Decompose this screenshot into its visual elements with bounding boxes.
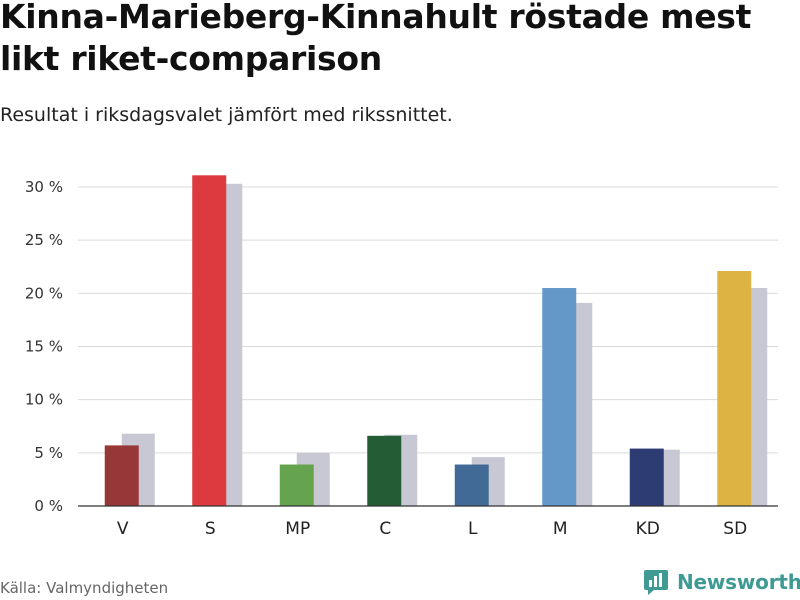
chart-subtitle: Resultat i riksdagsvalet jämfört med rik…	[0, 104, 453, 126]
bar-c	[367, 435, 402, 506]
bar-v	[104, 445, 139, 506]
x-tick-label: S	[205, 519, 216, 539]
source-note: Källa: Valmyndigheten	[0, 579, 169, 597]
x-tick-label: C	[379, 519, 391, 539]
bar-chart: 0 % 5 % 10 % 15 % 20 % 25 % 30 % V S MP C L M KD SD	[25, 175, 778, 539]
bar-chart-icon	[644, 570, 668, 595]
x-tick-label: SD	[723, 519, 747, 539]
x-tick-label: L	[468, 519, 478, 539]
y-tick-label: 30 %	[25, 178, 63, 196]
x-tick-label: KD	[636, 519, 660, 539]
y-tick-label: 25 %	[25, 231, 63, 249]
chart-title: Kinna-Marieberg-Kinnahult röstade mest l…	[0, 0, 752, 78]
bar-kd	[629, 448, 664, 506]
y-tick-label: 20 %	[25, 284, 63, 302]
y-tick-label: 10 %	[25, 391, 63, 409]
brand-name: Newsworthy	[677, 570, 800, 594]
bar-s	[192, 175, 227, 506]
bar-l	[454, 464, 489, 506]
y-tick-label: 0 %	[34, 497, 63, 515]
bar-sd	[717, 271, 752, 506]
x-tick-label: M	[553, 519, 568, 539]
y-tick-label: 5 %	[34, 444, 63, 462]
x-tick-label: V	[117, 519, 129, 539]
bar-m	[542, 288, 577, 506]
brand-logo: Newsworthy	[643, 568, 800, 596]
x-tick-label: MP	[285, 519, 310, 539]
y-tick-label: 15 %	[25, 338, 63, 356]
bar-mp	[279, 464, 314, 506]
